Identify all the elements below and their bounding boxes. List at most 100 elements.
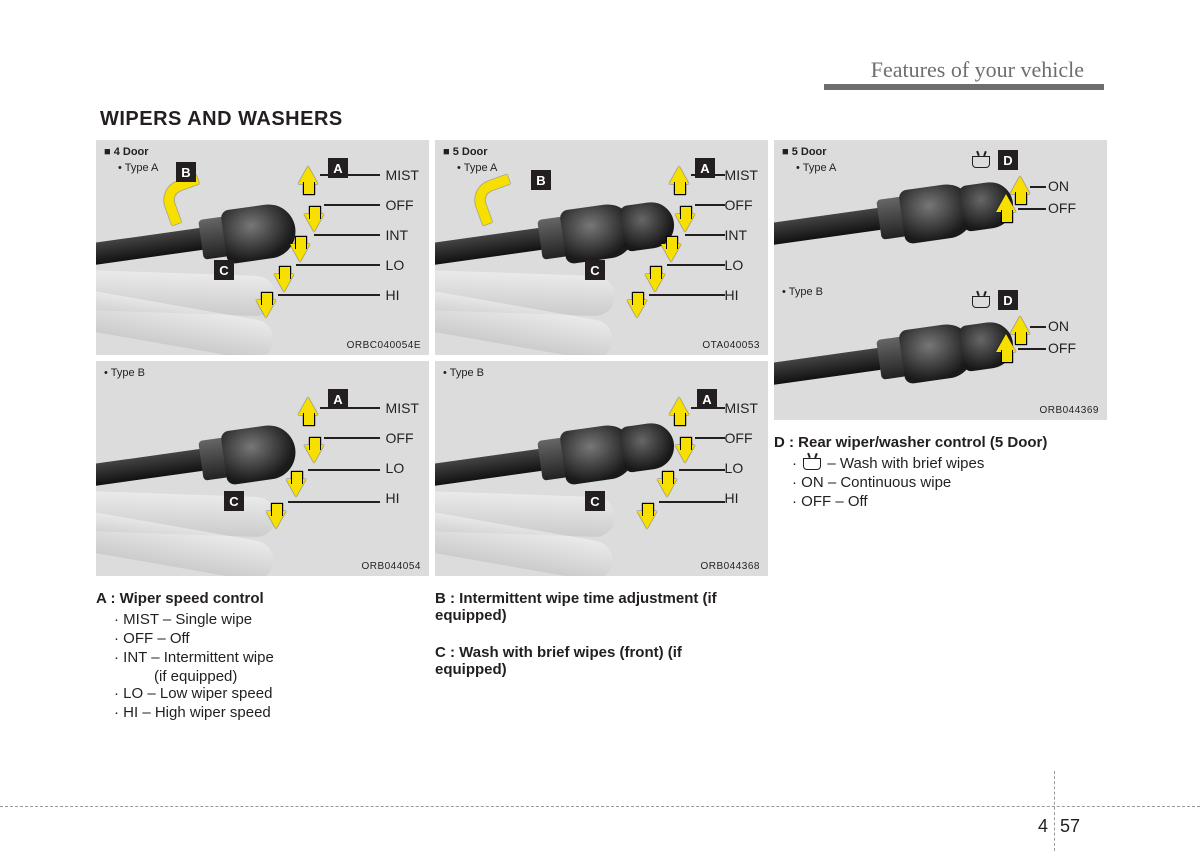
figure-5door-type-a: 5 Door • Type A B A C MIST OFF INT LO HI — [435, 140, 768, 355]
figure-type: • Type A — [457, 162, 497, 174]
leader-line — [1018, 348, 1046, 350]
arrow-up-icon — [996, 334, 1016, 352]
washer-icon — [803, 458, 821, 470]
arrow-down-icon — [266, 511, 286, 529]
footer-vertical-divider — [1054, 771, 1055, 851]
label-mist: MIST — [386, 401, 419, 415]
leader-line — [314, 234, 380, 236]
leader-line — [324, 204, 380, 206]
description-d: D : Rear wiper/washer control (5 Door) –… — [774, 434, 1107, 512]
leader-line — [320, 174, 380, 176]
label-lo: LO — [386, 461, 419, 475]
leader-line — [288, 501, 380, 503]
arrow-up-icon — [669, 397, 689, 415]
callout-d: D — [998, 290, 1018, 310]
callout-b: B — [176, 162, 196, 182]
header-title: Features of your vehicle — [871, 57, 1084, 83]
desc-a-item: HI – High wiper speed — [114, 704, 429, 721]
figure-type: • Type B — [104, 367, 145, 379]
label-int: INT — [386, 228, 419, 242]
arrow-up-icon — [298, 166, 318, 184]
arrow-down-icon — [304, 214, 324, 232]
page-chapter: 4 — [1038, 816, 1048, 837]
figure-5door-rear-type-b: • Type B D ON OFF ORB044369 — [774, 280, 1107, 420]
label-mist: MIST — [725, 401, 758, 415]
callout-a: A — [697, 389, 717, 409]
label-on: ON — [1048, 178, 1069, 194]
figure-heading: 5 Door — [782, 146, 827, 158]
arrow-up-icon — [669, 166, 689, 184]
label-lo: LO — [725, 258, 758, 272]
arrow-up-icon — [1010, 176, 1030, 194]
leader-line — [1030, 326, 1046, 328]
figure-code: OTA040053 — [702, 340, 760, 351]
label-lo: LO — [386, 258, 419, 272]
label-hi: HI — [725, 491, 758, 505]
arrow-up-icon — [298, 397, 318, 415]
figure-5door-type-b: • Type B A C MIST OFF LO HI ORB044368 — [435, 361, 768, 576]
arrow-down-icon — [675, 445, 695, 463]
figure-5door-rear-type-a: 5 Door • Type A D ON OFF — [774, 140, 1107, 280]
arrow-up-icon — [996, 194, 1016, 212]
label-mist: MIST — [725, 168, 758, 182]
leader-line — [324, 437, 380, 439]
leader-line — [695, 204, 725, 206]
label-hi: HI — [725, 288, 758, 302]
figure-heading: 5 Door — [443, 146, 488, 158]
washer-icon — [972, 156, 990, 168]
figure-code: ORB044368 — [700, 561, 760, 572]
desc-a-int-sub: (if equipped) — [96, 668, 429, 685]
label-hi: HI — [386, 288, 419, 302]
arrow-down-icon — [274, 274, 294, 292]
wiper-stalk-illustration — [435, 400, 639, 508]
leader-line — [320, 407, 380, 409]
label-off: OFF — [386, 198, 419, 212]
arrow-down-icon — [657, 479, 677, 497]
leader-line — [1030, 186, 1046, 188]
label-off: OFF — [1048, 200, 1076, 216]
leader-line — [685, 234, 725, 236]
arrow-down-icon — [637, 511, 657, 529]
leader-line — [1018, 208, 1046, 210]
desc-a-item: LO – Low wiper speed — [114, 685, 429, 702]
label-off: OFF — [386, 431, 419, 445]
arrow-down-icon — [645, 274, 665, 292]
callout-a: A — [328, 389, 348, 409]
label-off: OFF — [725, 431, 758, 445]
section-title: WIPERS AND WASHERS — [100, 108, 343, 131]
leader-line — [649, 294, 725, 296]
column-3: 5 Door • Type A D ON OFF • Type B — [774, 140, 1107, 723]
desc-c-title: C : Wash with brief wipes (front) (if eq… — [435, 644, 745, 678]
label-lo: LO — [725, 461, 758, 475]
washer-icon — [972, 296, 990, 308]
arrow-down-icon — [290, 244, 310, 262]
wiper-stalk-illustration — [774, 299, 978, 407]
desc-d-item: ON – Continuous wipe — [792, 474, 1107, 491]
callout-c: C — [585, 260, 605, 280]
desc-a-item: OFF – Off — [114, 630, 429, 647]
figure-type: • Type A — [118, 162, 158, 174]
column-1: 4 Door • Type A B A C MIST OFF INT LO HI — [96, 140, 429, 723]
speed-labels: MIST OFF INT LO HI — [386, 168, 419, 318]
label-mist: MIST — [386, 168, 419, 182]
arrow-down-icon — [256, 300, 276, 318]
wiper-stalk-illustration — [435, 179, 639, 287]
leader-line — [308, 469, 380, 471]
label-off: OFF — [725, 198, 758, 212]
label-on: ON — [1048, 318, 1069, 334]
callout-b: B — [531, 170, 551, 190]
leader-line — [659, 501, 725, 503]
desc-a-item: INT – Intermittent wipe — [114, 649, 429, 666]
description-b: B : Intermittent wipe time adjustment (i… — [435, 590, 768, 628]
figure-code: ORB044369 — [1039, 405, 1099, 416]
figure-heading: 4 Door — [104, 146, 149, 158]
footer-divider — [0, 806, 1200, 807]
figure-type: • Type A — [796, 162, 836, 174]
desc-d-title: D : Rear wiper/washer control (5 Door) — [774, 434, 1054, 451]
figure-type: • Type B — [782, 286, 823, 298]
label-int: INT — [725, 228, 758, 242]
arrow-up-icon — [1010, 316, 1030, 334]
label-off: OFF — [1048, 340, 1076, 356]
callout-d: D — [998, 150, 1018, 170]
figure-4door-type-a: 4 Door • Type A B A C MIST OFF INT LO HI — [96, 140, 429, 355]
